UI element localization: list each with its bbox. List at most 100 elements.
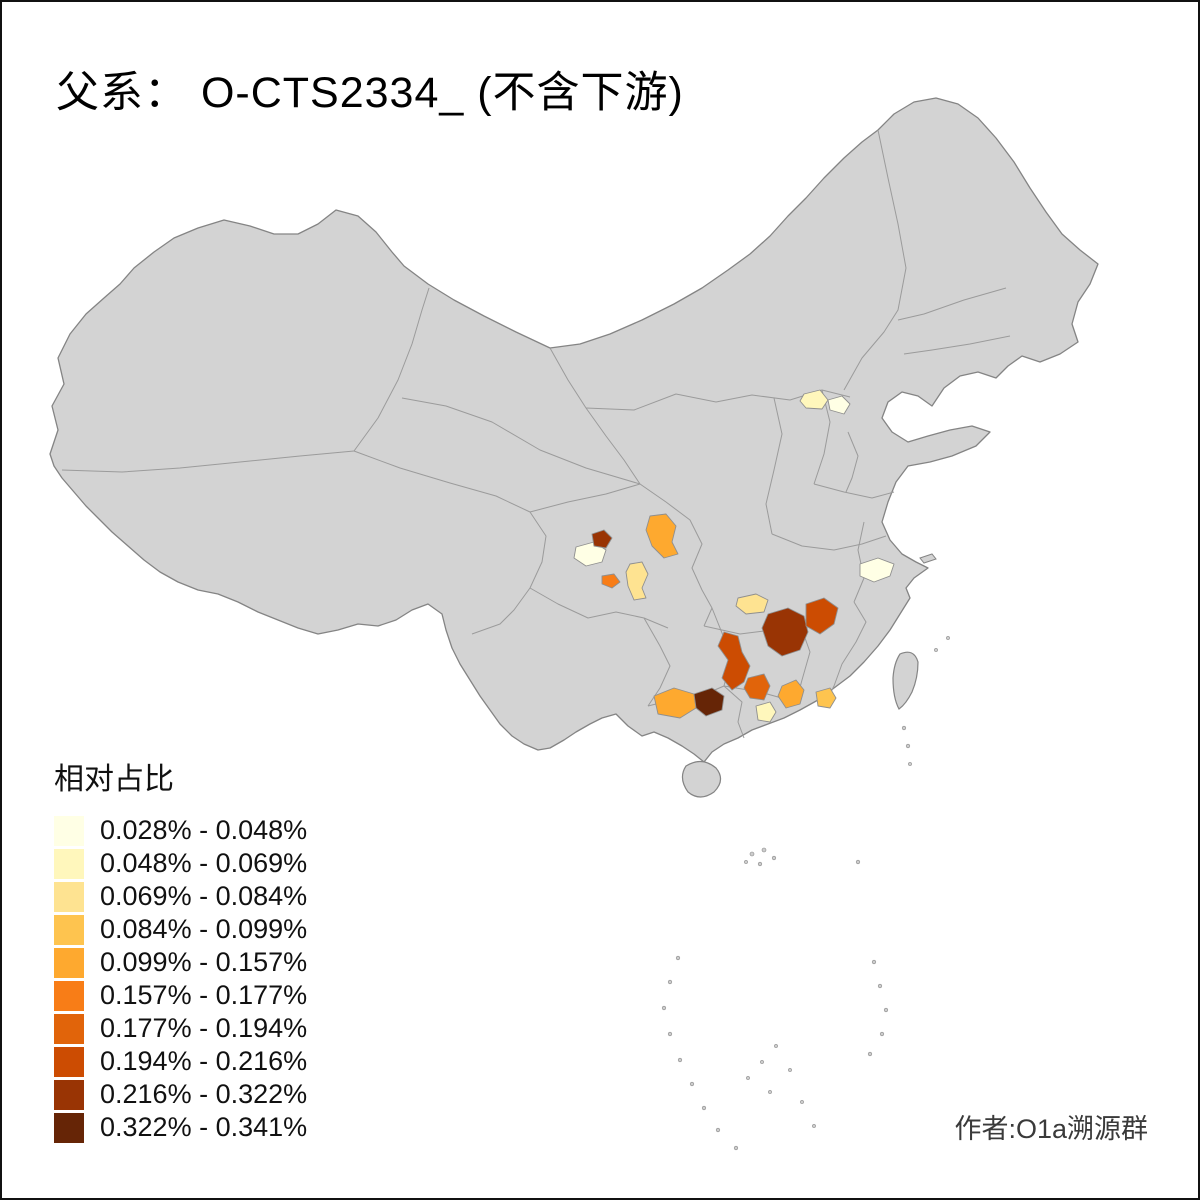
province-border-line xyxy=(549,347,641,485)
islet-dot xyxy=(744,860,748,864)
legend-item: 0.099% - 0.157% xyxy=(54,946,307,979)
region-guangdong-east-orange xyxy=(815,687,837,709)
province-border-line xyxy=(765,397,783,535)
islet-dot xyxy=(715,1127,721,1133)
islet-dot xyxy=(812,1124,816,1128)
region-jiangsu-shanghai-cream xyxy=(859,557,895,583)
south-china-sea-islands xyxy=(661,636,950,1151)
islet-dot xyxy=(761,847,767,853)
legend-range-label: 0.194% - 0.216% xyxy=(100,1046,308,1076)
region-shandong-cream xyxy=(827,395,851,415)
province-border-line xyxy=(529,587,669,629)
region-guangdong-west-orange xyxy=(777,679,805,709)
attribution: 作者:O1a溯源群 xyxy=(954,1114,1148,1144)
chongming-island xyxy=(919,553,937,564)
province-border-line xyxy=(843,129,907,391)
province-border-line xyxy=(353,450,531,513)
province-border-line xyxy=(813,389,831,485)
taiwan-island xyxy=(892,651,919,710)
legend-range-label: 0.216% - 0.322% xyxy=(100,1079,308,1109)
region-hunan-dark xyxy=(761,607,809,657)
province-border-line xyxy=(723,685,745,739)
province-border-line xyxy=(771,533,887,551)
legend-range-label: 0.028% - 0.048% xyxy=(100,815,308,845)
legend-swatch xyxy=(54,1079,84,1110)
province-border-line xyxy=(353,287,430,452)
province-border-line xyxy=(639,483,713,627)
islet-dot xyxy=(877,983,883,989)
legend-title: 相对占比 xyxy=(54,763,174,796)
legend-item: 0.177% - 0.194% xyxy=(54,1012,307,1045)
region-guangxi-dark-brown xyxy=(693,687,725,717)
region-hubei-pale xyxy=(735,593,769,615)
legend-swatch xyxy=(54,980,84,1011)
islet-dot xyxy=(788,1068,792,1072)
legend-range-label: 0.084% - 0.099% xyxy=(100,914,308,944)
legend-range-label: 0.099% - 0.157% xyxy=(100,947,308,977)
islet-dot xyxy=(908,762,912,766)
province-border-line xyxy=(643,617,671,707)
legend-item: 0.069% - 0.084% xyxy=(54,880,307,913)
region-guizhou-hunan-strip xyxy=(717,631,751,691)
islet-dot xyxy=(871,959,877,965)
region-gansu-sichuan-orange xyxy=(645,513,679,559)
islet-dot xyxy=(855,859,861,865)
islet-dot xyxy=(905,743,911,749)
region-sichuan-dark-spot xyxy=(591,529,613,549)
islet-dot xyxy=(760,1060,764,1064)
legend-item: 0.216% - 0.322% xyxy=(54,1078,307,1111)
islet-dot xyxy=(733,1145,739,1151)
islet-dot xyxy=(883,1007,889,1013)
legend-item: 0.084% - 0.099% xyxy=(54,913,307,946)
islet-dot xyxy=(701,1105,707,1111)
province-border-line xyxy=(61,450,355,473)
islet-dot xyxy=(800,1100,804,1104)
legend-swatch xyxy=(54,1112,84,1143)
islet-dot xyxy=(901,725,907,731)
region-jiangxi-west-rust xyxy=(805,597,839,635)
islet-dot xyxy=(746,1076,750,1080)
region-sichuan-orange-spot xyxy=(601,573,621,589)
legend-swatch xyxy=(54,914,84,945)
islet-dot xyxy=(771,855,777,861)
islet-dot xyxy=(768,1090,772,1094)
legend-swatch xyxy=(54,881,84,912)
legend-swatch xyxy=(54,848,84,879)
islet-dot xyxy=(774,1044,778,1048)
islet-dot xyxy=(879,1031,885,1037)
province-border-line xyxy=(401,397,641,485)
legend-range-label: 0.069% - 0.084% xyxy=(100,881,308,911)
province-border-line xyxy=(903,335,1011,355)
islet-dot xyxy=(677,1057,683,1063)
islet-dot xyxy=(667,1031,673,1037)
province-border-line xyxy=(529,483,641,513)
legend-swatch xyxy=(54,815,84,846)
islet-dot xyxy=(661,1005,667,1011)
hainan-island xyxy=(681,760,722,798)
legend-range-label: 0.322% - 0.341% xyxy=(100,1112,308,1142)
islet-dot xyxy=(867,1051,873,1057)
legend: 相对占比 0.028% - 0.048% 0.048% - 0.069% 0.0… xyxy=(54,754,307,1144)
legend-range-label: 0.157% - 0.177% xyxy=(100,980,308,1010)
legend-item: 0.048% - 0.069% xyxy=(54,847,307,880)
region-hunan-south-orange-red xyxy=(743,673,771,701)
legend-item: 0.028% - 0.048% xyxy=(54,814,307,847)
province-border-line xyxy=(845,431,859,493)
legend-item: 0.322% - 0.341% xyxy=(54,1111,307,1144)
legend-range-label: 0.048% - 0.069% xyxy=(100,848,308,878)
legend-range-label: 0.177% - 0.194% xyxy=(100,1013,308,1043)
islet-dot xyxy=(667,979,673,985)
province-border-line xyxy=(813,483,895,499)
legend-swatch xyxy=(54,1046,84,1077)
islet-dot xyxy=(749,851,755,857)
highlighted-regions xyxy=(573,389,895,723)
legend-item: 0.157% - 0.177% xyxy=(54,979,307,1012)
islet-dot xyxy=(675,955,681,961)
legend-item: 0.194% - 0.216% xyxy=(54,1045,307,1078)
province-border-line xyxy=(897,287,1007,321)
region-sichuan-pale-strip xyxy=(625,561,649,601)
region-guangxi-pale xyxy=(755,701,777,723)
islet-dot xyxy=(934,648,938,652)
legend-swatch xyxy=(54,947,84,978)
